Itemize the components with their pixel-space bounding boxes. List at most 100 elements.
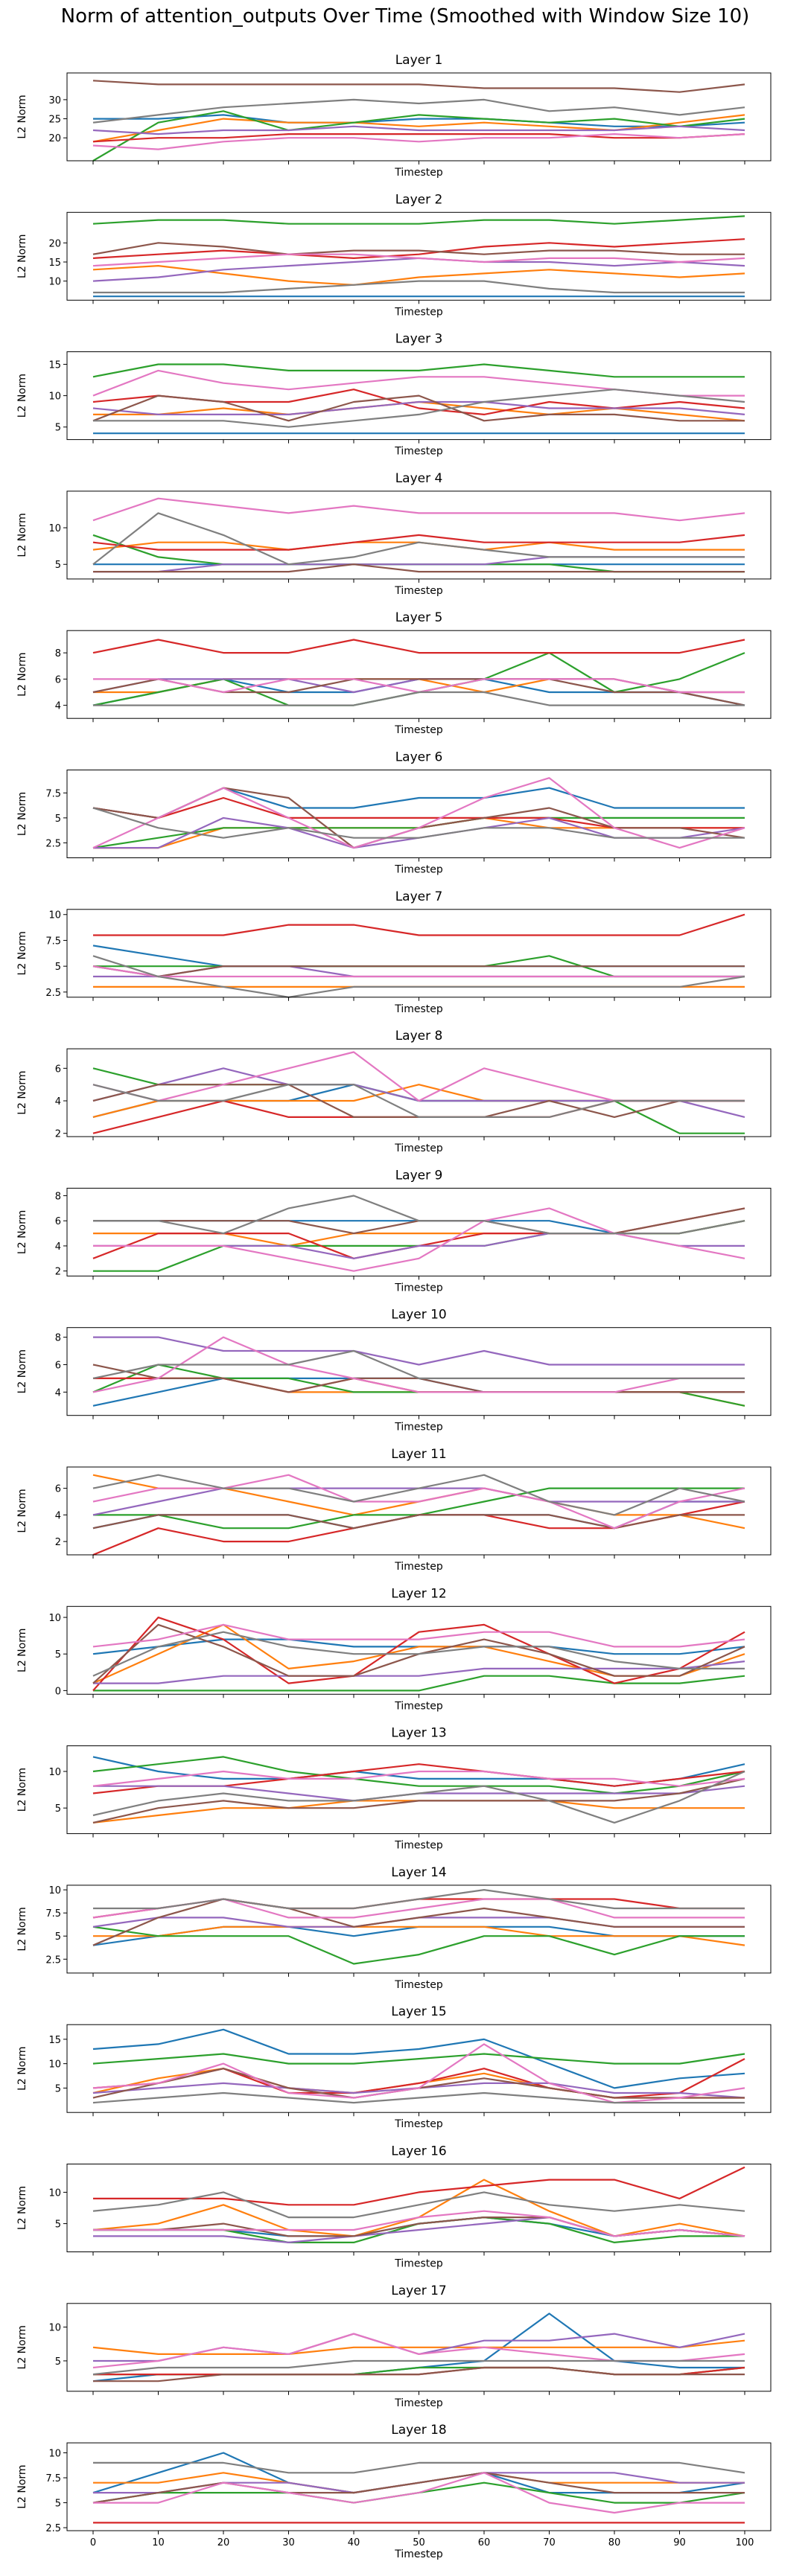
series-line-7 — [92, 497, 745, 522]
subplot-title: Layer 15 — [391, 2004, 446, 2019]
subplot-layer-2: Layer 2 10 15 20 Timestep L2 Norm — [16, 192, 772, 318]
series-line-6 — [92, 2472, 745, 2504]
y-tick-label: 10 — [48, 910, 61, 921]
x-axis-label: Timestep — [394, 167, 443, 179]
series-line-4 — [93, 913, 745, 936]
y-tick-label: 8 — [55, 648, 61, 659]
y-tick-label: 5 — [55, 423, 61, 434]
x-axis-label: Timestep — [394, 1142, 443, 1154]
series-line-3 — [92, 215, 745, 225]
series-line-1 — [93, 114, 745, 127]
y-axis-label: L2 Norm — [16, 234, 28, 278]
y-axis-label: L2 Norm — [16, 95, 28, 138]
axes-frame — [66, 2442, 772, 2531]
y-axis-label: L2 Norm — [16, 2464, 28, 2508]
series-line-4 — [92, 238, 745, 259]
x-axis-label: Timestep — [394, 864, 443, 876]
series-line-3 — [92, 2053, 745, 2065]
series-line-8 — [93, 2461, 745, 2474]
series-line-6 — [93, 563, 745, 573]
series-line-3 — [92, 1925, 745, 1965]
subplot-title: Layer 7 — [395, 889, 443, 904]
series-line-6 — [92, 242, 745, 255]
series-line-4 — [93, 2166, 745, 2206]
series-line-7 — [92, 2333, 745, 2369]
series-line-7 — [92, 965, 745, 978]
subplot-layer-10: Layer 10 4 6 8 Timestep L2 Norm — [16, 1308, 772, 1434]
series-line-7 — [92, 253, 745, 267]
subplot-title: Layer 9 — [395, 1168, 443, 1183]
x-tick-label: 50 — [413, 2537, 425, 2548]
x-axis-label: Timestep — [394, 2258, 443, 2270]
series-line-3 — [92, 363, 745, 378]
series-line-7 — [92, 1336, 745, 1393]
x-axis-label: Timestep — [394, 2548, 443, 2560]
series-line-8 — [93, 389, 745, 428]
series-line-3 — [92, 1756, 745, 1794]
y-tick-label: 10 — [48, 523, 61, 534]
subplot-layer-7: Layer 7 2.5 5 7.5 10 Timestep L2 Norm — [16, 889, 772, 1015]
series-line-7 — [92, 2043, 745, 2104]
series-line-5 — [92, 400, 745, 416]
y-tick-label: 6 — [55, 1484, 61, 1495]
series-line-6 — [92, 965, 745, 978]
series-line-5 — [93, 1661, 745, 1684]
x-axis-label: Timestep — [394, 585, 443, 597]
x-tick-label: 20 — [217, 2537, 230, 2548]
y-axis-label: L2 Norm — [16, 1489, 28, 1533]
series-line-7 — [93, 678, 745, 694]
series-line-4 — [92, 534, 745, 551]
series-line-1 — [92, 2452, 745, 2494]
y-tick-label: 0 — [55, 1686, 61, 1697]
y-tick-label: 10 — [48, 391, 61, 403]
subplot-title: Layer 1 — [395, 53, 443, 68]
y-tick-label: 7.5 — [45, 936, 61, 947]
series-line-8 — [92, 98, 745, 124]
series-line-7 — [92, 1623, 745, 1648]
series-line-6 — [92, 80, 745, 93]
axes-frame — [66, 1187, 772, 1276]
series-line-7 — [93, 2472, 745, 2514]
subplot-layer-17: Layer 17 5 10 Timestep L2 Norm — [16, 2283, 772, 2409]
series-line-5 — [93, 1336, 745, 1366]
y-axis-label: L2 Norm — [16, 653, 28, 697]
subplot-layer-16: Layer 16 5 10 Timestep L2 Norm — [16, 2144, 772, 2270]
series-line-4 — [93, 2366, 745, 2376]
subplot-layer-12: Layer 12 0 5 10 Timestep L2 Norm — [16, 1586, 772, 1712]
y-tick-label: 10 — [48, 1613, 61, 1624]
y-tick-label: 15 — [48, 2035, 61, 2046]
series-line-5 — [92, 125, 745, 135]
y-tick-label: 2.5 — [45, 1955, 61, 1966]
series-line-8 — [92, 1349, 745, 1380]
x-axis-label: Timestep — [394, 2397, 443, 2409]
series-line-8 — [92, 807, 745, 839]
series-line-8 — [92, 1084, 745, 1119]
subplot-layer-13: Layer 13 5 10 Timestep L2 Norm — [16, 1726, 772, 1852]
y-axis-label: L2 Norm — [16, 1768, 28, 1812]
y-axis-label: L2 Norm — [16, 2325, 28, 2369]
series-line-7 — [92, 1770, 745, 1787]
y-tick-label: 5 — [55, 2083, 61, 2094]
subplot-layer-8: Layer 8 2 4 6 Timestep L2 Norm — [16, 1029, 772, 1154]
y-tick-label: 10 — [48, 2187, 61, 2199]
series-line-3 — [92, 110, 745, 162]
y-axis-label: L2 Norm — [16, 1349, 28, 1393]
subplot-title: Layer 6 — [395, 750, 443, 765]
y-axis-label: L2 Norm — [16, 1907, 28, 1951]
y-tick-label: 4 — [55, 1387, 61, 1399]
subplot-title: Layer 11 — [391, 1447, 446, 1462]
y-axis-label: L2 Norm — [16, 513, 28, 557]
x-tick-label: 80 — [608, 2537, 621, 2548]
subplot-title: Layer 16 — [391, 2144, 446, 2159]
x-axis-label: Timestep — [394, 1700, 443, 1712]
y-tick-label: 10 — [48, 2059, 61, 2071]
subplot-layer-3: Layer 3 5 10 15 Timestep L2 Norm — [16, 332, 772, 458]
series-line-2 — [92, 2339, 745, 2355]
series-line-8 — [92, 1474, 745, 1516]
subplot-title: Layer 4 — [395, 471, 443, 486]
x-tick-label: 0 — [90, 2537, 96, 2548]
subplot-layer-15: Layer 15 5 10 15 Timestep L2 Norm — [16, 2004, 772, 2130]
x-axis-label: Timestep — [394, 306, 443, 318]
